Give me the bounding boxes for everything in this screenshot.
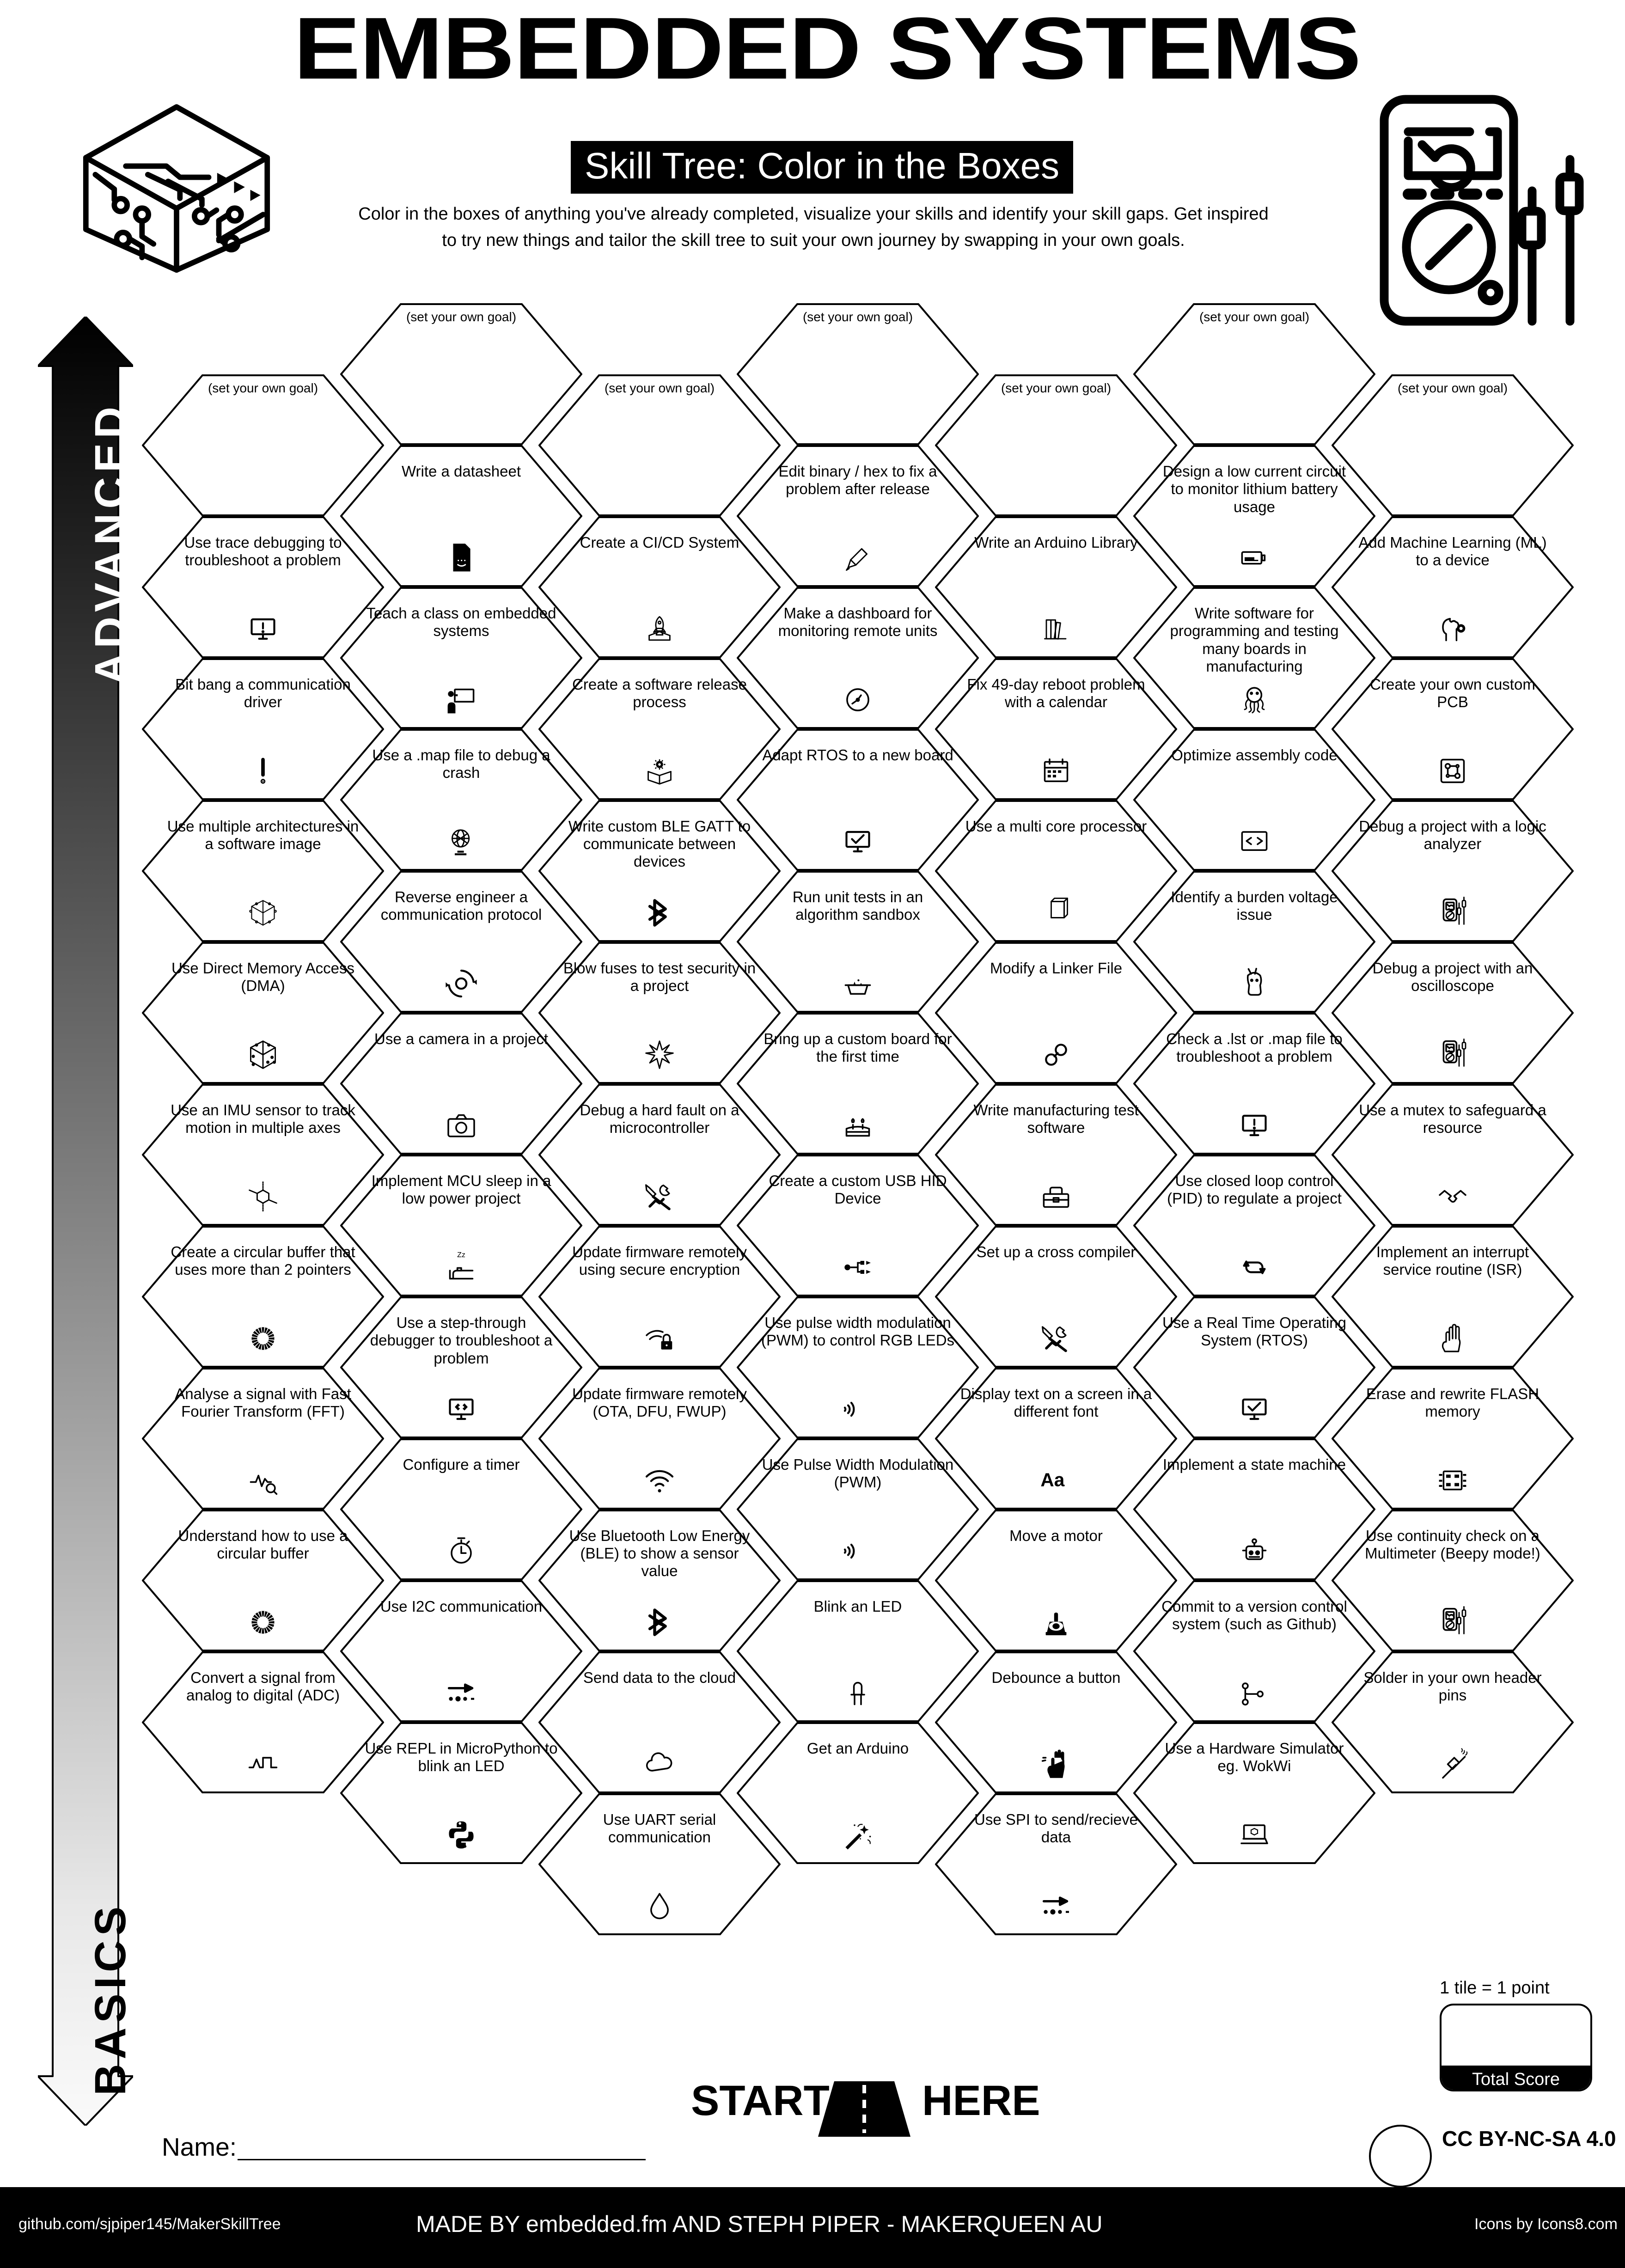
svg-text:Aa: Aa — [1040, 1469, 1064, 1490]
